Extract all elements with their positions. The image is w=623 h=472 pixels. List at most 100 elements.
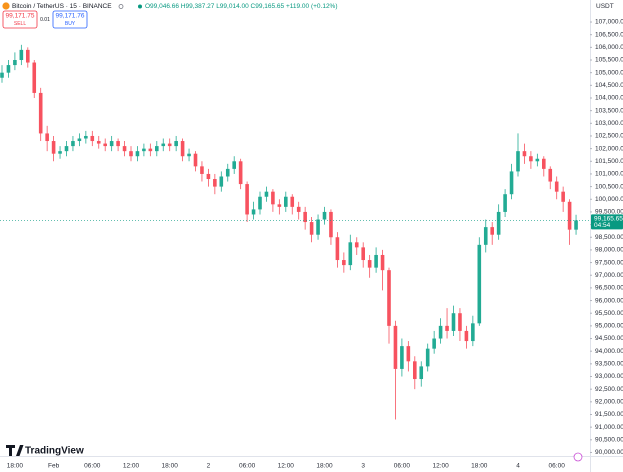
candle-body xyxy=(142,148,146,152)
candle-body xyxy=(458,313,462,331)
candle-body xyxy=(258,196,262,210)
y-tick-label: 96,500.00 xyxy=(595,285,623,292)
x-tick-label: 4 xyxy=(516,463,520,470)
candle-body xyxy=(161,143,166,147)
x-tick-label: Feb xyxy=(48,463,60,470)
last-price-label: 99,165.65 xyxy=(594,216,623,223)
x-tick-label: 3 xyxy=(361,463,365,470)
candle-body xyxy=(51,141,56,154)
candle-body xyxy=(19,49,24,61)
candle-body xyxy=(322,211,327,220)
y-tick-label: 93,000.00 xyxy=(595,373,623,380)
candle-body xyxy=(464,330,469,342)
candle-body xyxy=(419,366,424,380)
y-tick-label: 104,000.00 xyxy=(595,95,623,102)
last-price-box xyxy=(591,214,623,230)
sell-price[interactable]: 99,171.75 xyxy=(6,13,35,20)
candle-body xyxy=(264,191,269,197)
y-tick-label: 100,500.00 xyxy=(595,183,623,190)
y-tick-label: 98,000.00 xyxy=(595,247,623,254)
candle-body xyxy=(509,171,514,195)
candle-body xyxy=(0,72,4,78)
y-tick-label: 98,500.00 xyxy=(595,234,623,241)
candle-body xyxy=(45,133,49,142)
candle-body xyxy=(180,141,185,157)
currency[interactable]: USDT xyxy=(596,3,614,10)
header: Bitcoin / TetherUS · 15 · BINANCE O99,04… xyxy=(2,2,614,29)
buy-button[interactable] xyxy=(52,10,88,29)
candle-body xyxy=(284,196,288,207)
candle-body xyxy=(335,237,340,261)
candle-body xyxy=(432,338,436,349)
x-tick-label: 2 xyxy=(207,463,211,470)
candle-body xyxy=(387,270,391,326)
x-tick-label: 06:00 xyxy=(394,463,411,470)
candle-body xyxy=(561,191,565,202)
candle-body xyxy=(206,173,211,180)
y-tick-label: 106,500.00 xyxy=(595,31,623,38)
candle-body xyxy=(13,60,17,66)
y-tick-label: 94,500.00 xyxy=(595,335,623,342)
candle-body xyxy=(96,141,101,144)
candle-body xyxy=(303,211,307,223)
candle-body xyxy=(245,184,249,215)
y-tick-label: 99,500.00 xyxy=(595,209,623,216)
y-tick-label: 91,500.00 xyxy=(595,411,623,418)
x-tick-label: 06:00 xyxy=(549,463,566,470)
symbol-icon xyxy=(2,2,10,10)
logo: TradingView xyxy=(6,445,84,457)
time-zone-icon[interactable] xyxy=(573,452,583,462)
candle-body xyxy=(348,242,353,266)
sell-button[interactable] xyxy=(2,10,38,29)
y-tick-label: 105,500.00 xyxy=(595,57,623,64)
candle-body xyxy=(58,151,62,154)
ohlc-legend: O99,046.66 H99,387.27 L99,014.00 C99,165… xyxy=(145,3,338,10)
y-tick-label: 101,500.00 xyxy=(595,158,623,165)
candle-body xyxy=(6,65,11,73)
candle-body xyxy=(445,325,449,331)
y-tick-label: 95,000.00 xyxy=(595,323,623,330)
y-tick-label: 102,500.00 xyxy=(595,133,623,140)
candle-body xyxy=(193,153,198,167)
symbol[interactable]: Bitcoin / TetherUS · 15 · BINANCE xyxy=(12,3,112,10)
y-tick-label: 92,500.00 xyxy=(595,386,623,393)
x-tick-label: 18:00 xyxy=(162,463,179,470)
buy-price[interactable]: 99,171.76 xyxy=(56,13,85,20)
candle-body xyxy=(77,138,82,142)
y-tick-label: 101,000.00 xyxy=(595,171,623,178)
candle-body xyxy=(516,151,520,172)
x-tick-label: 18:00 xyxy=(7,463,24,470)
x-tick-label: 12:00 xyxy=(278,463,295,470)
candle-body xyxy=(251,209,256,215)
candle-body xyxy=(522,151,527,157)
y-tick-label: 105,000.00 xyxy=(595,69,623,76)
candle-body xyxy=(135,151,140,157)
candle-body xyxy=(529,156,533,162)
candle-body xyxy=(393,325,398,369)
candle-body xyxy=(554,181,559,192)
y-tick-label: 107,000.00 xyxy=(595,19,623,26)
candle-body xyxy=(316,219,320,235)
y-tick-label: 103,500.00 xyxy=(595,107,623,114)
x-tick-label: 18:00 xyxy=(316,463,333,470)
candle-body xyxy=(296,206,301,212)
candle-body xyxy=(290,196,295,207)
candle-body xyxy=(155,146,159,152)
y-tick-label: 97,500.00 xyxy=(595,259,623,266)
buy-label[interactable]: BUY xyxy=(65,21,76,27)
logo-text[interactable]: TradingView xyxy=(25,446,84,457)
candle-body xyxy=(503,194,507,212)
candle-body xyxy=(238,161,243,185)
countdown: 04:54 xyxy=(594,222,611,229)
y-tick-label: 95,500.00 xyxy=(595,310,623,317)
candle-body xyxy=(425,348,430,367)
sell-label[interactable]: SELL xyxy=(14,21,26,27)
x-tick-label: 12:00 xyxy=(432,463,449,470)
candle-body xyxy=(574,220,578,230)
candle-body xyxy=(38,92,43,134)
y-tick-label: 97,000.00 xyxy=(595,272,623,279)
candle-body xyxy=(277,204,282,207)
candle-body xyxy=(438,325,443,339)
spread: 0.01 xyxy=(40,17,50,23)
eye-icon[interactable] xyxy=(118,4,124,9)
